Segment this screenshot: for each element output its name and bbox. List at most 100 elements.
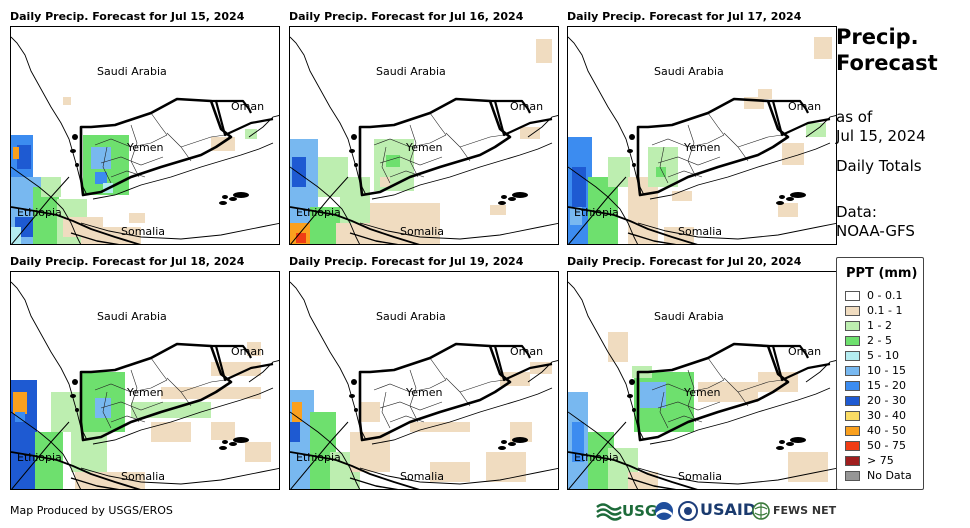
island (498, 201, 506, 205)
precip-layer (568, 37, 832, 244)
forecast-title-line1: Precip. (836, 25, 919, 49)
precip-cell (151, 422, 191, 442)
coastline (80, 222, 279, 240)
island (222, 195, 228, 199)
legend-label: 0.1 - 1 (867, 304, 903, 317)
precip-cell (628, 177, 658, 244)
admin-boundary (707, 357, 725, 381)
island (512, 192, 528, 198)
island (219, 446, 227, 450)
admin-boundary (409, 369, 419, 423)
label-yemen: Yemen (683, 141, 721, 154)
country-border (290, 421, 349, 489)
precip-cell (41, 177, 61, 197)
admin-boundary (381, 391, 391, 429)
label-somalia: Somalia (678, 470, 722, 483)
coastline (359, 222, 558, 240)
precip-cell (245, 129, 257, 139)
legend-swatch (845, 336, 860, 346)
legend-label: 30 - 40 (867, 409, 906, 422)
legend-label: 5 - 10 (867, 349, 899, 362)
coastline (527, 115, 558, 138)
island (354, 408, 358, 412)
globe-icon (752, 502, 770, 520)
precip-cell (245, 442, 271, 462)
data-label: Data: (836, 203, 877, 221)
admin-boundary (445, 377, 471, 407)
legend-swatch (845, 396, 860, 406)
country-border (211, 344, 274, 382)
precip-cell (572, 167, 586, 207)
island (229, 442, 237, 446)
island (786, 197, 794, 201)
admin-boundary (166, 132, 192, 162)
island (75, 408, 79, 412)
coastline (568, 281, 645, 441)
panel-title-3: Daily Precip. Forecast for Jul 17, 2024 (567, 10, 802, 23)
country-border (70, 232, 120, 244)
country-border (11, 206, 141, 244)
doc-seal-logo (678, 501, 698, 525)
legend-swatch (845, 471, 860, 481)
legend-title: PPT (mm) (846, 266, 918, 281)
noaa-logo (654, 501, 674, 525)
label-ethiopia: Ethiopia (574, 451, 619, 464)
country-border (768, 344, 831, 382)
legend-swatch (845, 381, 860, 391)
label-ethiopia: Ethiopia (17, 451, 62, 464)
coastline (637, 467, 836, 485)
precip-cell (510, 422, 532, 442)
legend-label: No Data (867, 469, 912, 482)
admin-boundary (180, 379, 226, 393)
map-panel-3: Saudi Arabia Oman Yemen Ethiopia Somalia (567, 26, 837, 245)
seal-icon (678, 501, 698, 521)
precip-layer (290, 39, 552, 244)
label-ethiopia: Ethiopia (574, 206, 619, 219)
legend-label: 50 - 75 (867, 439, 906, 452)
map-panel-5: Saudi Arabia Oman Yemen Ethiopia Somalia (289, 271, 559, 490)
island (498, 446, 506, 450)
coastline (11, 281, 88, 441)
precip-cell (386, 155, 400, 167)
coastline (92, 387, 274, 445)
legend-swatch (845, 411, 860, 421)
admin-boundary (429, 112, 447, 136)
precip-cell (91, 147, 111, 169)
admin-boundary (409, 124, 419, 178)
legend-swatch (845, 366, 860, 376)
precip-cell (95, 398, 111, 418)
admin-boundary (102, 146, 112, 184)
country-border (495, 344, 531, 359)
island (627, 149, 633, 153)
as-of-label: as of (836, 108, 873, 126)
precip-cell (758, 89, 772, 99)
precip-cell (778, 203, 798, 217)
precip-cell (292, 402, 302, 422)
admin-boundary (687, 369, 697, 423)
precip-cell (290, 422, 300, 442)
precip-cell (161, 387, 261, 399)
admin-boundary (723, 132, 749, 162)
forecast-title: Precip. Forecast (836, 24, 938, 76)
map-svg: Saudi Arabia Oman Yemen Ethiopia Somalia (11, 281, 279, 489)
label-ethiopia: Ethiopia (296, 206, 341, 219)
precip-cell (782, 143, 804, 165)
precip-cell (486, 452, 526, 482)
island (354, 163, 358, 167)
label-oman: Oman (510, 100, 543, 113)
precip-cell (656, 167, 666, 177)
map-credit: Map Produced by USGS/EROS (10, 504, 173, 517)
country-border (290, 206, 420, 244)
country-border (627, 477, 677, 489)
coastline (359, 467, 558, 485)
country-border (70, 477, 120, 489)
legend-swatch (845, 321, 860, 331)
precip-cell (17, 145, 31, 169)
country-border (216, 344, 252, 359)
panel-title-5: Daily Precip. Forecast for Jul 19, 2024 (289, 255, 524, 268)
country-border (79, 97, 233, 197)
precip-cell (572, 422, 584, 462)
precip-cell (247, 342, 261, 356)
label-ethiopia: Ethiopia (17, 206, 62, 219)
precip-cell (63, 97, 71, 105)
